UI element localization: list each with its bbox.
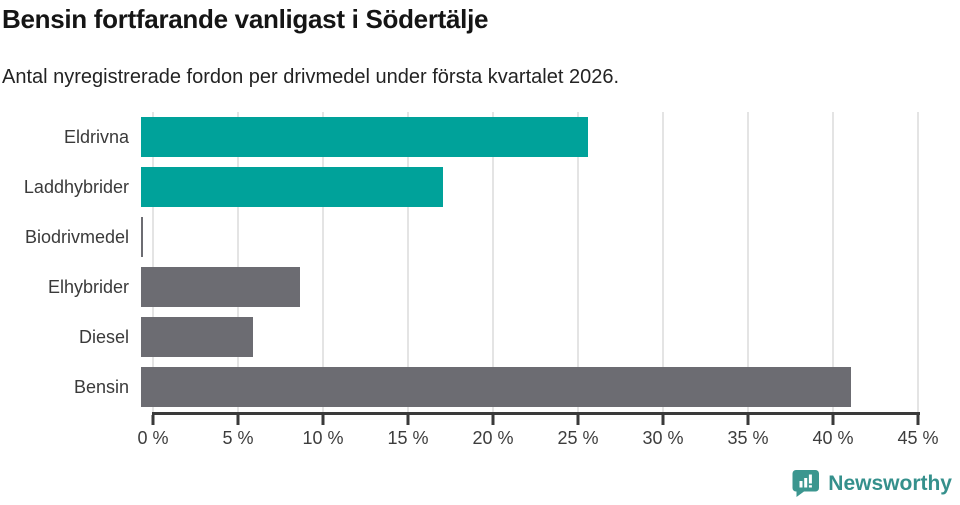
- bar-biodrivmedel: [141, 217, 143, 257]
- axis-tick: [406, 415, 410, 425]
- axis-tick: [491, 415, 495, 425]
- category-label: Bensin: [73, 376, 129, 397]
- category-label: Elhybrider: [47, 276, 129, 297]
- bar-row: Elhybrider: [0, 262, 918, 312]
- axis-tick: [661, 415, 665, 425]
- chart-title: Bensin fortfarande vanligast i Södertälj…: [2, 4, 489, 34]
- chart-subtitle: Antal nyregistrerade fordon per drivmede…: [2, 66, 620, 88]
- axis-tick-label: 0 %: [137, 428, 169, 448]
- x-axis-line: [152, 412, 920, 415]
- bar-diesel: [141, 317, 254, 357]
- bar-elhybrider: [141, 267, 300, 307]
- axis-tick: [916, 415, 920, 425]
- category-label: Laddhybrider: [23, 176, 129, 197]
- bar-track: [141, 217, 918, 257]
- bar-track: [141, 317, 918, 357]
- x-axis-ticks: [151, 415, 920, 425]
- axis-tick: [576, 415, 580, 425]
- bar-row: Eldrivna: [0, 112, 918, 162]
- bar-eldrivna: [141, 117, 589, 157]
- plot-area: [152, 112, 919, 412]
- gridline: [577, 112, 579, 412]
- bar-row: Laddhybrider: [0, 162, 918, 212]
- newsworthy-icon: [792, 470, 820, 497]
- bar-track: [141, 167, 918, 207]
- axis-tick-label: 25 %: [557, 428, 599, 448]
- bar-row: Diesel: [0, 312, 918, 362]
- gridline: [917, 112, 919, 412]
- axis-tick: [831, 415, 835, 425]
- gridline: [662, 112, 664, 412]
- gridline: [407, 112, 409, 412]
- bar-rows: Eldrivna Laddhybrider Biodrivmedel Elhybrid…: [0, 112, 918, 412]
- category-label: Diesel: [78, 326, 129, 347]
- x-axis-tick-labels: 0 % 5 % 10 % 15 % 20 % 25 % 30 % 35 % 40 % 45 %: [137, 428, 938, 452]
- bar-bensin: [141, 367, 851, 407]
- newsworthy-wordmark: Newsworthy: [828, 471, 952, 495]
- axis-tick-label: 45 %: [897, 428, 939, 448]
- gridline: [237, 112, 239, 412]
- bar-track: [141, 117, 918, 157]
- axis-tick: [746, 415, 750, 425]
- bar-track: [141, 267, 918, 307]
- axis-tick-label: 15 %: [387, 428, 429, 448]
- bar-chart: Eldrivna Laddhybrider Biodrivmedel Elhybrid…: [0, 112, 960, 452]
- gridline: [322, 112, 324, 412]
- axis-tick: [236, 415, 240, 425]
- newsworthy-logo-link[interactable]: Newsworthy: [792, 469, 952, 498]
- axis-tick: [151, 415, 155, 425]
- bar-row: Biodrivmedel: [0, 212, 918, 262]
- axis-tick: [321, 415, 325, 425]
- gridline: [832, 112, 834, 412]
- axis-tick-label: 20 %: [472, 428, 514, 448]
- gridline: [747, 112, 749, 412]
- axis-tick-label: 5 %: [222, 428, 254, 448]
- bar-track: [141, 367, 918, 407]
- gridline: [152, 112, 154, 412]
- axis-tick-label: 35 %: [727, 428, 769, 448]
- axis-tick-label: 10 %: [302, 428, 344, 448]
- category-label: Biodrivmedel: [24, 226, 129, 247]
- bar-row: Bensin: [0, 362, 918, 412]
- axis-tick-label: 30 %: [642, 428, 684, 448]
- axis-tick-label: 40 %: [812, 428, 854, 448]
- category-label: Eldrivna: [63, 126, 129, 147]
- bar-laddhybrider: [141, 167, 444, 207]
- gridline: [492, 112, 494, 412]
